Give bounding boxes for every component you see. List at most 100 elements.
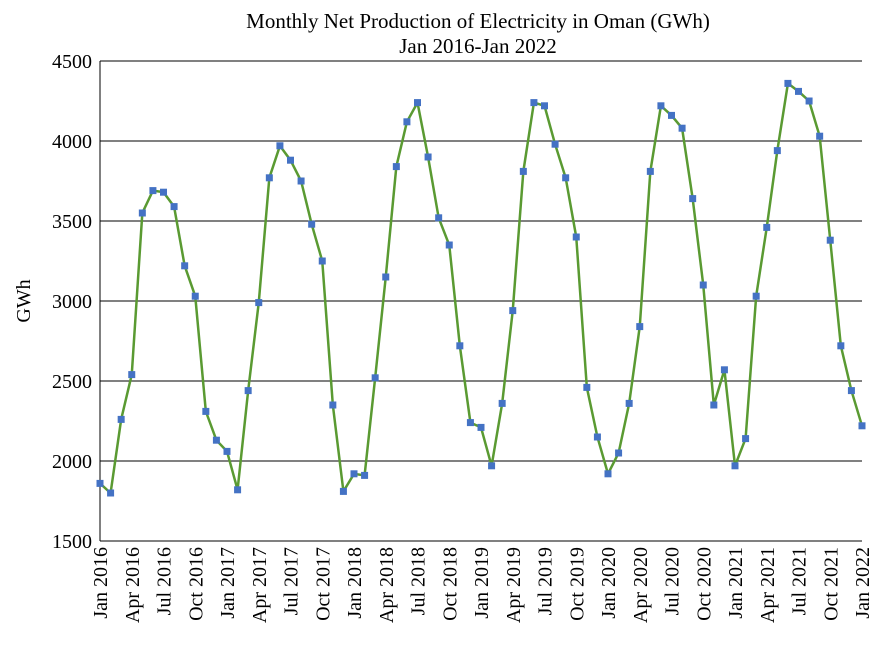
point-marker [202,407,210,415]
point-marker [625,399,633,407]
point-marker [276,142,284,150]
point-marker [96,479,104,487]
point-marker [128,371,136,379]
point-marker [223,447,231,455]
y-tick-label: 4000 [52,131,92,153]
point-marker [244,387,252,395]
point-marker [668,111,675,119]
point-marker [160,188,167,196]
point-marker [498,399,506,407]
x-tick-label: Oct 2019 [566,547,588,621]
point-marker [805,97,813,105]
x-tick-label: Oct 2021 [820,547,842,621]
point-marker [318,257,326,265]
point-marker [742,435,750,443]
point-marker [234,486,242,494]
series-line [99,81,864,496]
point-marker [287,156,294,164]
point-marker [858,422,866,430]
y-tick-label: 2500 [52,371,92,393]
point-marker [255,299,263,307]
x-tick-label: Apr 2021 [757,547,779,623]
x-tick-label: Oct 2018 [439,547,461,621]
x-tick-label: Jul 2019 [535,547,557,615]
y-axis-label: GWh [13,279,35,322]
point-marker [720,366,728,374]
point-marker [371,374,379,382]
point-marker [212,436,220,444]
x-tick-label: Jul 2020 [662,547,684,615]
x-tick-label: Jan 2021 [725,547,747,619]
point-marker [763,223,771,231]
point-marker [509,307,517,315]
point-marker [456,342,464,350]
point-marker [170,203,178,211]
point-marker [424,153,432,161]
point-marker [572,233,580,241]
x-tick-label: Apr 2016 [122,547,144,623]
point-marker [191,292,199,300]
point-marker [593,433,601,441]
x-tick-label: Apr 2018 [376,547,398,623]
x-tick-label: Apr 2019 [503,547,525,623]
y-tick-label: 3000 [52,291,92,313]
point-marker [361,471,369,479]
x-tick-label: Jul 2018 [408,547,430,615]
x-tick-label: Oct 2016 [185,547,207,621]
point-marker [646,167,654,175]
point-marker [403,118,411,126]
x-tick-label: Oct 2020 [693,547,715,621]
point-marker [477,423,485,431]
point-marker [117,415,125,423]
x-tick-label: Jan 2020 [598,547,620,619]
point-marker [731,462,739,470]
point-marker [583,383,591,391]
point-marker [773,147,781,155]
point-marker [689,195,697,203]
point-marker [837,342,845,350]
point-marker [541,102,548,110]
point-marker [551,140,559,148]
x-tick-label: Oct 2017 [312,547,334,621]
point-marker [382,273,390,281]
point-marker [752,292,760,300]
point-marker [466,419,474,427]
x-tick-label: Jan 2018 [344,547,366,619]
y-tick-label: 1500 [52,531,92,553]
point-marker [615,449,623,457]
x-tick-label: Apr 2020 [630,547,652,623]
point-marker [435,214,443,222]
point-marker [562,174,570,182]
point-marker [795,87,802,95]
point-marker [149,187,157,195]
point-marker [636,323,644,331]
point-marker [392,163,400,171]
point-marker [784,79,792,87]
y-tick-label: 4500 [52,51,92,73]
point-marker [710,401,718,409]
point-marker [826,236,834,244]
y-tick-label: 2000 [52,451,92,473]
point-marker [488,462,496,470]
x-tick-label: Jan 2022 [852,547,874,619]
point-marker [604,470,612,478]
y-tick-label: 3500 [52,211,92,233]
chart-subtitle: Jan 2016-Jan 2022 [399,34,556,58]
point-marker [297,177,305,185]
point-marker [138,209,146,217]
x-tick-label: Jul 2017 [281,547,303,615]
point-marker [329,401,337,409]
point-marker [308,220,316,228]
point-marker [181,262,189,270]
point-marker [414,99,421,107]
point-marker [678,124,686,132]
point-marker [699,281,707,289]
chart-title: Monthly Net Production of Electricity in… [246,9,710,33]
point-marker [519,167,527,175]
x-tick-label: Jan 2017 [217,547,239,619]
point-marker [445,241,453,249]
x-tick-label: Jan 2019 [471,547,493,619]
point-marker [350,470,358,478]
point-marker [339,487,347,495]
